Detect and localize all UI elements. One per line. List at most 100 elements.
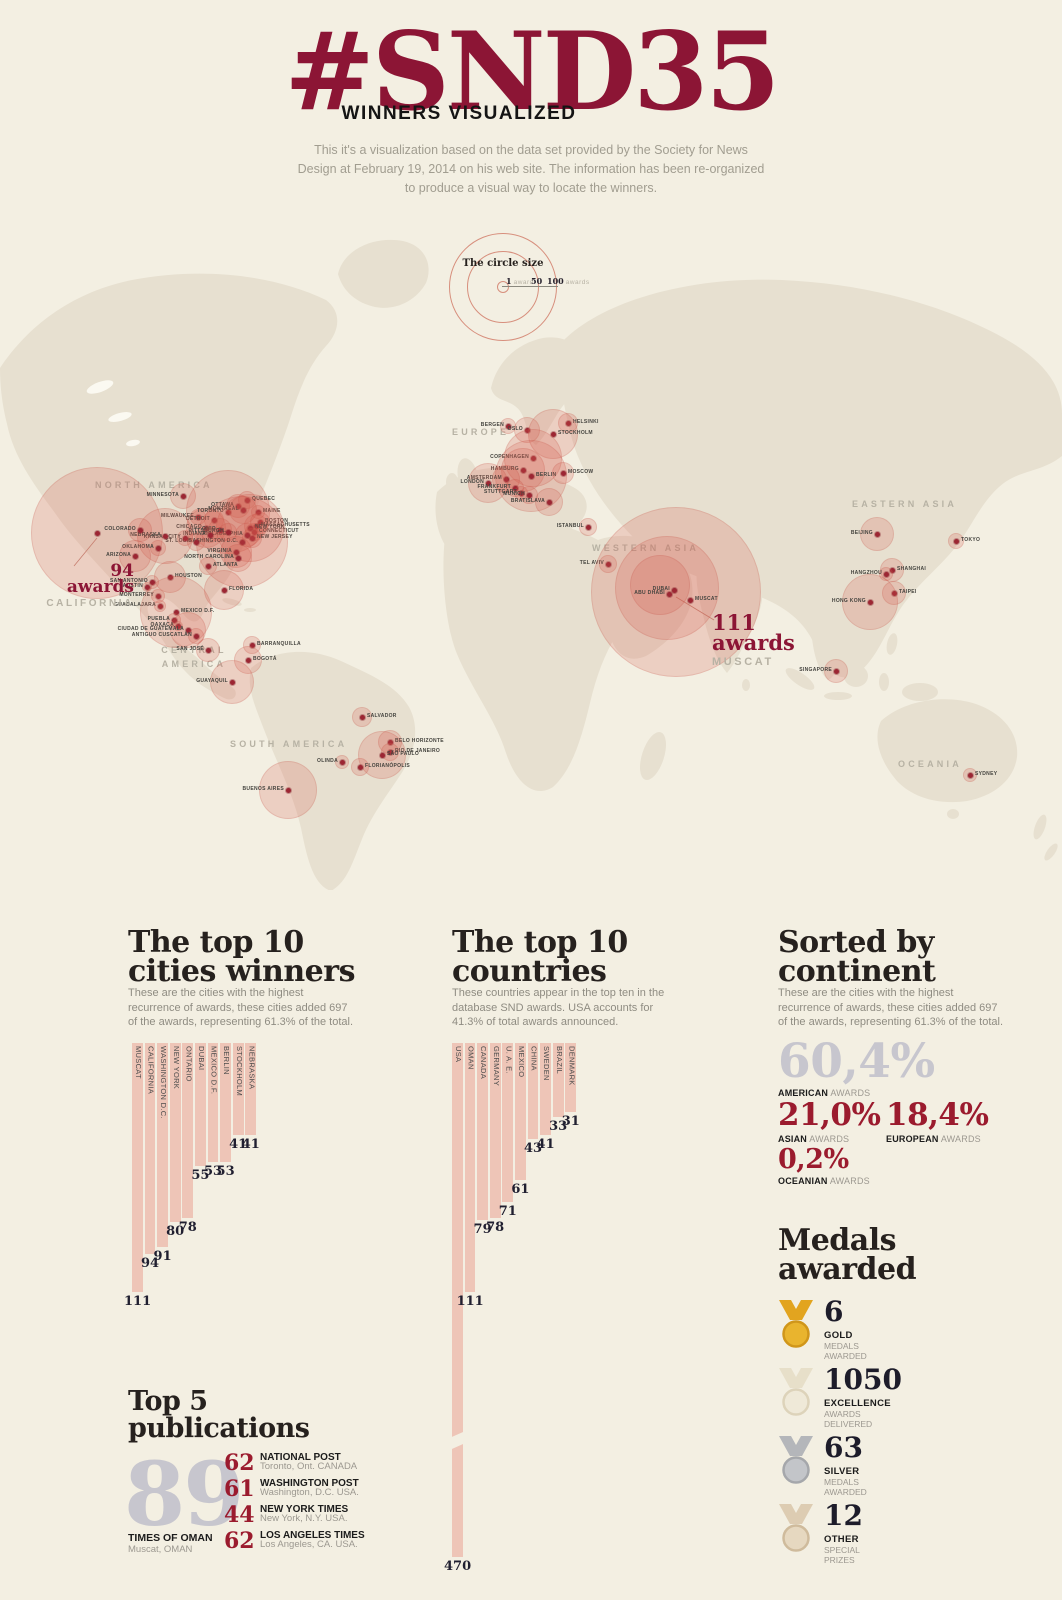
city-label: AUSTIN (122, 583, 143, 590)
bar-value-label: 79 (473, 1222, 492, 1237)
bar-value-label: 41 (229, 1137, 248, 1152)
bar-value-label: 470 (444, 1559, 472, 1574)
medal-name: OTHER (824, 1534, 859, 1545)
city-label: SALVADOR (367, 713, 397, 720)
city-label: DUBAI (652, 586, 670, 593)
bar-china (527, 1043, 539, 1139)
world-map: NORTH AMERICA CENTRAL AMERICA SOUTH AMERIC… (0, 225, 1062, 890)
bar-sweden (540, 1043, 551, 1135)
city-label: BUENOS AIRES (242, 786, 284, 793)
bar-canada (477, 1043, 488, 1220)
legend-baseline (502, 286, 558, 287)
city-label: HELSINKI (573, 419, 599, 426)
continent-label: EUROPE (452, 427, 510, 437)
city-dot (687, 597, 693, 603)
top-countries-heading: The top 10 countries (452, 925, 628, 990)
city-label: SAN ANTONIO (109, 578, 148, 585)
city-dot (225, 529, 231, 535)
stat-asian-label: ASIAN AWARDS (778, 1134, 880, 1144)
city-label: ANTIGUO CUSCATLÁN (131, 632, 192, 639)
publication-name: NEW YORK TIMES (260, 1504, 349, 1515)
city-label: MINNESOTA (146, 492, 179, 499)
land-sulawesi (879, 673, 889, 691)
bar-category-label: MEXICO (517, 1046, 526, 1078)
medal-icon (778, 1436, 814, 1495)
city-dot (833, 668, 839, 674)
land-north-america (0, 273, 338, 700)
city-label: SAN JOSÉ (176, 646, 204, 653)
bar-mexico (515, 1043, 526, 1180)
publication-location: New York, N.Y. USA. (260, 1513, 348, 1524)
city-label: BELO HORIZONTE (395, 738, 444, 745)
bar-value-label: 71 (498, 1204, 517, 1219)
callout-california-unit: awards (66, 577, 134, 598)
legend-mark-1: 1 award (506, 276, 534, 286)
land-australia (877, 699, 1018, 803)
callout-muscat-city: MUSCAT (712, 655, 774, 668)
page-subtitle: WINNERS VISUALIZED (341, 103, 577, 124)
bar-category-label: BRAZIL (554, 1046, 564, 1075)
top-countries-paragraph: These countries appear in the top ten in… (452, 987, 665, 1029)
city-dot (671, 587, 677, 593)
city-label: MOSCOW (568, 469, 594, 476)
city-label: FRANKFURT (477, 484, 511, 491)
legend-mark-1-num: 1 (506, 276, 512, 286)
bar-dubai (195, 1043, 206, 1166)
city-label: BERLIN (536, 472, 557, 479)
city-dot (185, 627, 191, 633)
stat-european-label: EUROPEAN AWARDS (886, 1134, 988, 1144)
page-description: This it's a visualization based on the d… (297, 143, 765, 195)
gold-medal-icon (779, 1300, 813, 1348)
lakes (86, 380, 140, 447)
land-sri-lanka (742, 679, 750, 691)
city-dot (229, 679, 235, 685)
land-tasmania (947, 809, 959, 819)
city-label: BARRANQUILLA (257, 641, 301, 648)
continent-label: SOUTH AMERICA (230, 739, 348, 749)
city-dot (285, 787, 291, 793)
city-label: TAIPEI (899, 589, 917, 596)
medal-icon (778, 1504, 814, 1563)
land-ireland (446, 473, 458, 491)
featured-publication-value: 89 (124, 1442, 244, 1546)
city-label: PUEBLA (147, 616, 170, 623)
city-label: FLORIANÓPOLIS (365, 763, 411, 770)
bar-brazil (552, 1043, 564, 1117)
callout-california: 94 awards CALIFORNIA (12, 562, 134, 609)
stat-asian-name: ASIAN (778, 1134, 808, 1144)
city-dot (339, 759, 345, 765)
city-dot (953, 538, 959, 544)
bar-category-label: OMAN (466, 1046, 476, 1070)
bar-category-label: CALIFORNIA (146, 1046, 156, 1095)
bar-category-label: U. A. E. (504, 1046, 514, 1074)
city-label: GUAYAQUIL (196, 678, 228, 685)
publication-count: 62 (224, 1450, 255, 1476)
stat-oceanian-name: OCEANIAN (778, 1176, 828, 1186)
bar-category-label: CHINA (529, 1046, 539, 1071)
medal-text: 1050 EXCELLENCE AWARDS DELIVERED (824, 1366, 902, 1430)
city-dot (485, 480, 491, 486)
city-label: SÃO PAULO (387, 751, 420, 758)
bar-category-label: USA (454, 1046, 463, 1063)
bar-value-label: 61 (511, 1182, 530, 1197)
stat-american-value: 60,4% (778, 1034, 935, 1089)
bar-value-label: 53 (203, 1164, 223, 1179)
city-dot (560, 470, 566, 476)
bar-mexico-d-f- (207, 1043, 219, 1162)
city-label: LONDON (460, 479, 484, 486)
medal-text: 12 OTHER SPECIAL PRIZES (824, 1502, 863, 1566)
stat-asian-unit: AWARDS (807, 1134, 850, 1144)
stat-oceanian-value: 0,2% (778, 1144, 849, 1175)
city-label: HANGZHOU (850, 570, 882, 577)
lower-section: The top 10 cities winners These are the … (0, 890, 1062, 1600)
publication-location: Washington, D.C. USA. (260, 1487, 359, 1498)
stat-american-label: AMERICAN AWARDS (778, 1088, 935, 1098)
featured-publication-name: TIMES OF OMAN (128, 1532, 213, 1544)
city-dot (585, 524, 591, 530)
legend-mark-1-unit: award (513, 279, 534, 286)
stat-american: 60,4% AMERICAN AWARDS (778, 1038, 935, 1098)
publication-count: 44 (224, 1502, 255, 1528)
stat-oceanian-unit: AWARDS (827, 1176, 870, 1186)
publication-name: LOS ANGELES TIMES (260, 1530, 365, 1541)
city-label: COLORADO (104, 526, 136, 533)
